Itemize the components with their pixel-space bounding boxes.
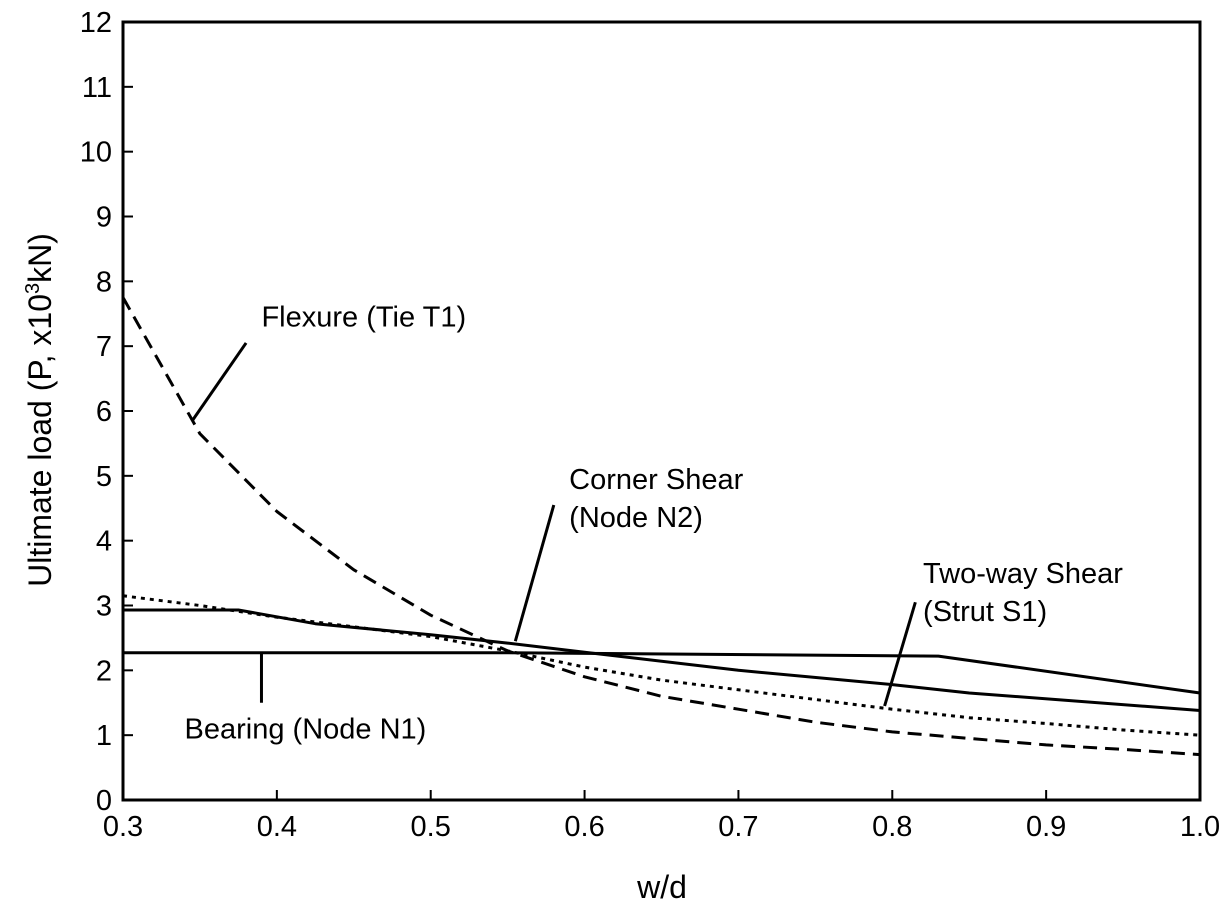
x-tick-label-5: 0.8: [872, 811, 912, 843]
leader-corner: [513, 504, 556, 642]
plot-frame: [121, 20, 1202, 802]
y-axis-title: Ultimate load (P, x103kN): [22, 233, 58, 587]
y-tick-label-8: 8: [96, 266, 112, 298]
series-line-flexure: [121, 296, 1201, 757]
y-tick-label-0: 0: [96, 785, 112, 817]
annotation-bearing-line-0: Bearing (Node N1): [185, 713, 427, 745]
annotation-strut-line-1: (Strut S1): [923, 596, 1047, 628]
y-tick-label-5: 5: [96, 461, 112, 493]
series-line-bearing: [123, 651, 1201, 695]
y-tick-label-11: 11: [82, 72, 112, 104]
y-tick-label-3: 3: [96, 591, 112, 623]
y-tick-label-12: 12: [80, 7, 112, 39]
y-tick-label-7: 7: [96, 331, 112, 363]
x-tick-label-3: 0.6: [564, 811, 604, 843]
y-tick-label-10: 10: [80, 137, 112, 169]
annotation-flexure-line-0: Flexure (Tie T1): [261, 302, 466, 334]
y-axis-title-main: Ultimate load (P, x10: [22, 294, 58, 587]
y-tick-label-1: 1: [96, 720, 112, 752]
x-tick-label-7: 1.0: [1180, 811, 1220, 843]
x-tick-label-4: 0.7: [718, 811, 758, 843]
series-layer: [121, 296, 1201, 757]
leader-strut: [883, 601, 917, 707]
annotation-strut-line-0: Two-way Shear: [923, 558, 1123, 590]
series-line-corner: [123, 608, 1201, 712]
x-tick-label-1: 0.4: [257, 811, 297, 843]
y-tick-label-2: 2: [96, 655, 112, 687]
annotation-corner-line-1: (Node N2): [569, 502, 703, 534]
annotation-corner-line-0: Corner Shear: [569, 464, 743, 496]
y-axis-title-tail: kN): [22, 233, 58, 283]
annotation-labels: Flexure (Tie T1) Corner Shear (Node N2) Two…: [185, 302, 1124, 746]
x-tick-label-0: 0.3: [103, 811, 143, 843]
y-tick-label-4: 4: [96, 526, 112, 558]
x-axis-title: w/d: [636, 869, 687, 905]
leader-flexure: [191, 342, 248, 422]
y-axis-title-sup: 3: [22, 283, 44, 294]
y-tick-label-6: 6: [96, 396, 112, 428]
x-tick-label-6: 0.9: [1026, 811, 1066, 843]
annotation-leaders: [191, 342, 917, 707]
x-tick-label-2: 0.5: [411, 811, 451, 843]
y-tick-label-9: 9: [96, 202, 112, 234]
